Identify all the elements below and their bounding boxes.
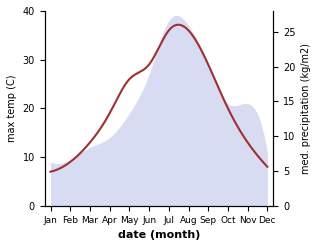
Y-axis label: max temp (C): max temp (C) [7, 75, 17, 142]
X-axis label: date (month): date (month) [118, 230, 200, 240]
Y-axis label: med. precipitation (kg/m2): med. precipitation (kg/m2) [301, 43, 311, 174]
